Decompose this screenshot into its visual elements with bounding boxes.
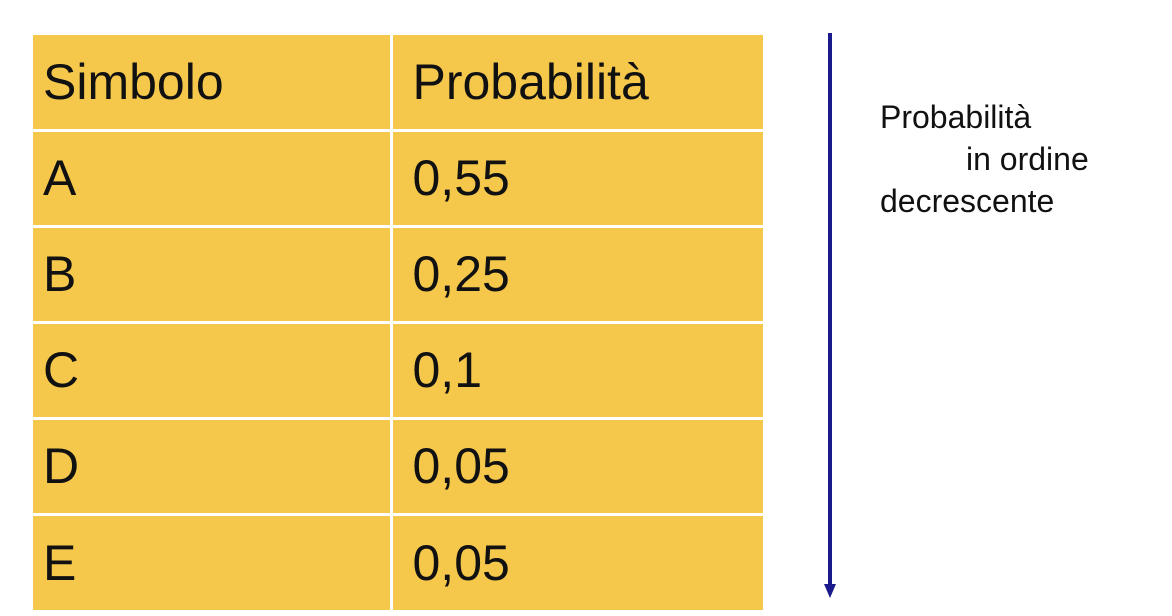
- symbol-cell: B: [33, 226, 393, 324]
- table-header-row: Simbolo Probabilità: [33, 35, 763, 132]
- symbol-cell: D: [33, 418, 393, 516]
- down-arrow-icon: [824, 33, 836, 598]
- table-row: E 0,05: [33, 514, 763, 610]
- probability-cell: 0,05: [391, 418, 763, 516]
- table-row: D 0,05: [33, 418, 763, 516]
- probability-cell: 0,55: [391, 130, 763, 228]
- header-probability: Probabilità: [391, 35, 763, 132]
- note-line-2: in ordine: [966, 141, 1089, 177]
- symbol-cell: A: [33, 130, 393, 228]
- order-note: Probabilità in ordine decrescente: [880, 96, 1089, 222]
- table-row: B 0,25: [33, 226, 763, 324]
- symbol-cell: E: [33, 514, 393, 610]
- note-line-1: Probabilità: [880, 99, 1032, 135]
- probability-cell: 0,05: [412, 534, 510, 591]
- symbol-cell: C: [33, 322, 393, 420]
- table-row: A 0,55: [33, 130, 763, 228]
- probability-cell: 0,1: [391, 322, 763, 420]
- probability-cell: 0,25: [391, 226, 763, 324]
- header-symbol: Simbolo: [33, 35, 393, 132]
- table-row: C 0,1: [33, 322, 763, 420]
- probability-table: Simbolo Probabilità A 0,55 B 0,25 C 0,1 …: [33, 35, 763, 610]
- note-line-3: decrescente: [880, 183, 1055, 219]
